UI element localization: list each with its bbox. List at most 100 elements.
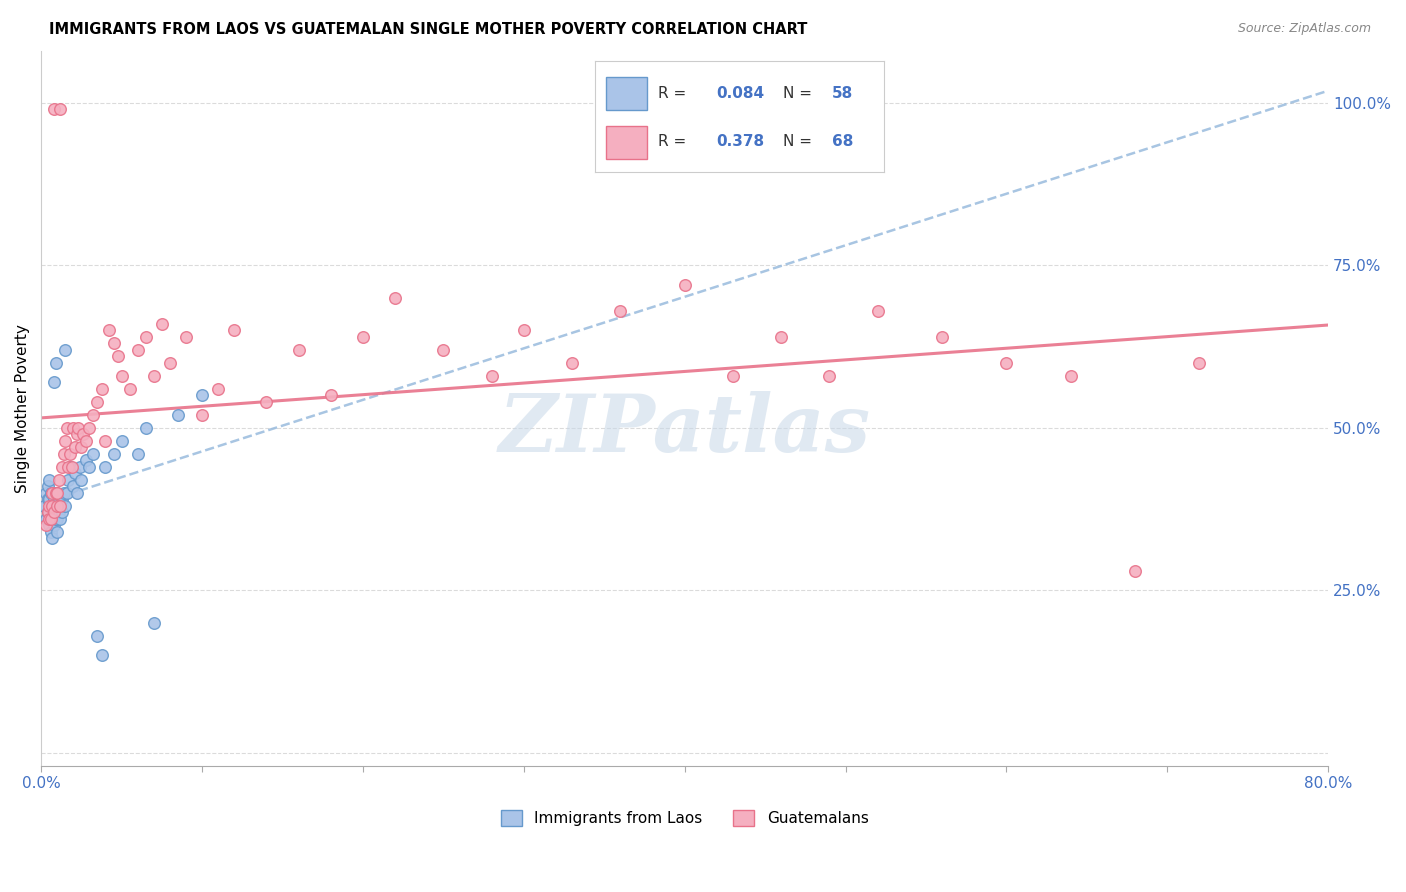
Point (110, 368, 132, 383)
Point (41, 485, 63, 500)
Point (52, 447, 75, 461)
Point (46, 499, 69, 513)
Legend: Immigrants from Laos, Guatemalans: Immigrants from Laos, Guatemalans (501, 810, 869, 826)
Point (35, 485, 58, 500)
Point (107, 349, 129, 363)
Point (46, 485, 69, 500)
Point (94, 434, 117, 448)
Point (39, 512, 62, 526)
Point (45, 485, 67, 500)
Point (254, 394, 277, 409)
Point (150, 317, 173, 331)
Point (673, 277, 696, 292)
Text: Source: ZipAtlas.com: Source: ZipAtlas.com (1237, 22, 1371, 36)
Point (41, 499, 63, 513)
Point (166, 408, 188, 422)
Point (995, 356, 1018, 370)
Point (37, 479, 59, 493)
Point (432, 343, 454, 357)
Point (818, 368, 841, 383)
Point (352, 330, 374, 344)
Point (56, 485, 79, 500)
Point (1060, 368, 1083, 383)
Point (75, 434, 97, 448)
Point (38, 473, 60, 487)
Point (46, 512, 69, 526)
Point (42, 505, 65, 519)
Point (48, 473, 70, 487)
Point (91, 648, 114, 663)
Point (319, 388, 342, 402)
Point (91, 382, 114, 396)
Point (65, 427, 87, 442)
Point (39, 485, 62, 500)
Point (37, 505, 59, 519)
Point (67, 421, 90, 435)
Point (45, 356, 67, 370)
Point (53, 434, 76, 448)
Y-axis label: Single Mother Poverty: Single Mother Poverty (15, 324, 30, 492)
Point (45, 499, 67, 513)
Point (42, 518, 65, 533)
Point (42, 492, 65, 507)
Point (37, 505, 59, 519)
Point (56, 421, 79, 435)
Point (35, 518, 58, 533)
Point (135, 421, 157, 435)
Point (770, 330, 793, 344)
Point (70, 440, 93, 454)
Point (62, 421, 84, 435)
Point (142, 615, 165, 630)
Point (41, 512, 63, 526)
Point (127, 343, 149, 357)
Point (86, 629, 108, 643)
Point (159, 356, 181, 370)
Point (59, 447, 82, 461)
Point (287, 343, 309, 357)
Point (46, 485, 69, 500)
Point (224, 323, 246, 337)
Point (63, 467, 86, 481)
Point (62, 479, 84, 493)
Point (94, 459, 117, 474)
Point (72, 427, 94, 442)
Point (52, 485, 75, 500)
Point (191, 408, 214, 422)
Point (34, 499, 56, 513)
Point (609, 303, 631, 318)
Point (75, 453, 97, 467)
Point (65, 485, 87, 500)
Point (42, 505, 65, 519)
Point (82, 447, 104, 461)
Point (42, 376, 65, 390)
Text: ZIPatlas: ZIPatlas (499, 391, 870, 468)
Point (103, 447, 125, 461)
Point (79, 421, 101, 435)
Point (38, 518, 60, 533)
Point (135, 330, 157, 344)
Point (38, 492, 60, 507)
Point (48, 505, 70, 519)
Point (110, 434, 132, 448)
Point (69, 459, 91, 474)
Point (49, 102, 72, 116)
Point (103, 336, 125, 351)
Point (118, 382, 141, 396)
Point (59, 459, 82, 474)
Point (39, 512, 62, 526)
Point (63, 440, 86, 454)
Point (49, 499, 72, 513)
Point (513, 323, 536, 337)
Point (41, 531, 63, 545)
Point (721, 368, 744, 383)
Point (561, 356, 583, 370)
Point (49, 512, 72, 526)
Point (1188, 356, 1211, 370)
Point (51, 505, 73, 519)
Point (481, 368, 503, 383)
Point (58, 473, 80, 487)
Point (41, 499, 63, 513)
Point (384, 291, 406, 305)
Point (127, 447, 149, 461)
Point (58, 459, 80, 474)
